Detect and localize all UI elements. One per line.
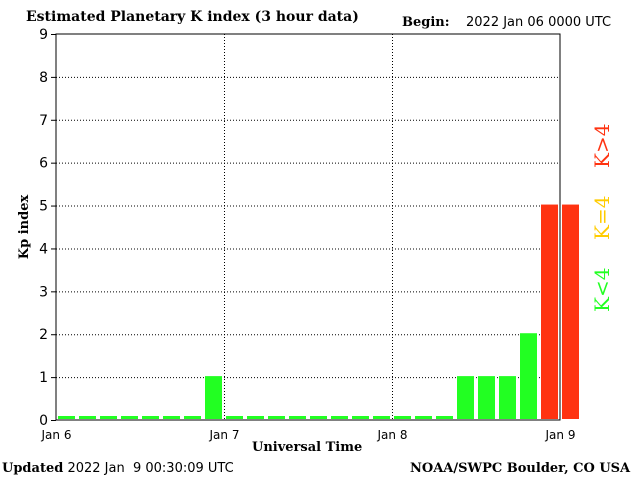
chart-title: Estimated Planetary K index (3 hour data… [26,9,359,25]
y-tick-label: 2 [39,327,48,343]
kp-bar [415,416,432,419]
kp-bar [205,376,222,419]
kp-bar [100,416,117,419]
grid-lines [56,34,560,420]
x-tick-label: Jan 8 [377,428,408,442]
kp-bar [520,333,537,419]
kp-bar [163,416,180,419]
kp-bar [331,416,348,419]
updated-value: 2022 Jan 9 00:30:09 UTC [67,461,234,476]
legend-below-4: K<4 [590,267,614,312]
x-axis-label: Universal Time [252,440,363,455]
updated-timestamp: Updated 2022 Jan 9 00:30:09 UTC [2,462,234,475]
kp-bar [58,416,75,419]
x-tick-label: Jan 7 [209,428,240,442]
y-tick-label: 5 [39,199,48,215]
kp-bar [184,416,201,419]
y-axis-label: Kp index [17,195,32,260]
kp-bar [310,416,327,419]
y-tick-label: 8 [39,70,48,86]
kp-bar [394,416,411,419]
kp-bar [247,416,264,419]
kp-bar [142,416,159,419]
plot-frame [55,33,561,421]
legend-above-4: K>4 [590,123,614,168]
x-tick-label: Jan 6 [41,428,72,442]
kp-bar [499,376,516,419]
x-tick-labels: Jan 6 Jan 7 Jan 8 Jan 9 [41,428,576,442]
begin-value: 2022 Jan 06 0000 UTC [466,15,612,30]
kp-bar [79,416,96,419]
x-tick-label: Jan 9 [545,428,576,442]
bars [58,204,579,419]
axis-ticks [51,34,56,421]
kp-bar [562,204,579,419]
credit-line: NOAA/SWPC Boulder, CO USA [410,461,631,476]
kp-bar [352,416,369,419]
legend-equal-4: K=4 [590,195,614,240]
kp-bar [289,416,306,419]
kp-bar [541,204,558,419]
kp-bar [478,376,495,419]
updated-label: Updated [2,461,64,476]
kp-bar [226,416,243,419]
kp-bar [268,416,285,419]
y-tick-label: 4 [39,241,48,257]
kp-bar [121,416,138,419]
y-tick-labels: 0 1 2 3 4 5 6 7 8 9 [39,27,48,429]
begin-label: Begin: [402,15,450,30]
y-tick-label: 9 [39,27,48,43]
kp-bar [436,416,453,419]
y-tick-label: 3 [39,284,48,300]
y-tick-label: 7 [39,113,48,129]
kp-bar [373,416,390,419]
kp-bar [457,376,474,419]
y-tick-label: 0 [39,413,48,429]
y-tick-label: 1 [39,370,48,386]
y-tick-label: 6 [39,156,48,172]
